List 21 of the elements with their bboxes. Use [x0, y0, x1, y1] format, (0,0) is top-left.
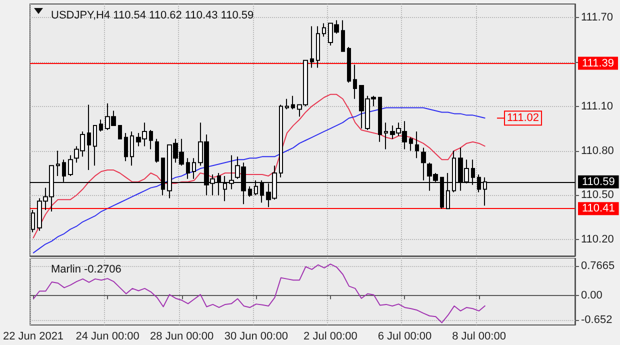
y-tick-label: 0.7665	[581, 260, 615, 272]
x-tick-label: 2 Jul 00:00	[304, 330, 358, 342]
y-tick-label: 110.20	[581, 234, 614, 246]
y-tick-label: 111.10	[581, 100, 614, 112]
y-tick-label: 111.70	[581, 11, 614, 24]
y-tick-label: 110.50	[581, 189, 614, 202]
x-tick-label: 30 Jun 00:00	[224, 330, 288, 342]
y-tick-label: -0.652	[581, 314, 612, 326]
y-tick-label: 0.00	[581, 289, 602, 302]
ref-line-label: 111.39	[582, 57, 614, 70]
x-tick-label: 8 Jul 00:00	[452, 330, 506, 342]
ref-line-label: 110.59	[582, 176, 615, 188]
y-tick-label: 110.80	[581, 144, 614, 157]
x-tick-label: 28 Jun 00:00	[150, 330, 214, 342]
ref-line-label: 110.41	[582, 202, 615, 215]
x-tick-label: 22 Jun 2021	[2, 330, 64, 342]
text: Marlin -0.2706	[51, 264, 122, 276]
annotation: 111.02	[507, 112, 540, 124]
x-tick-label: 6 Jul 00:00	[378, 330, 432, 342]
text: USDJPY,H4 110.54 110.62 110.43 110.59	[51, 10, 254, 22]
x-tick-label: 24 Jun 00:00	[76, 330, 140, 342]
